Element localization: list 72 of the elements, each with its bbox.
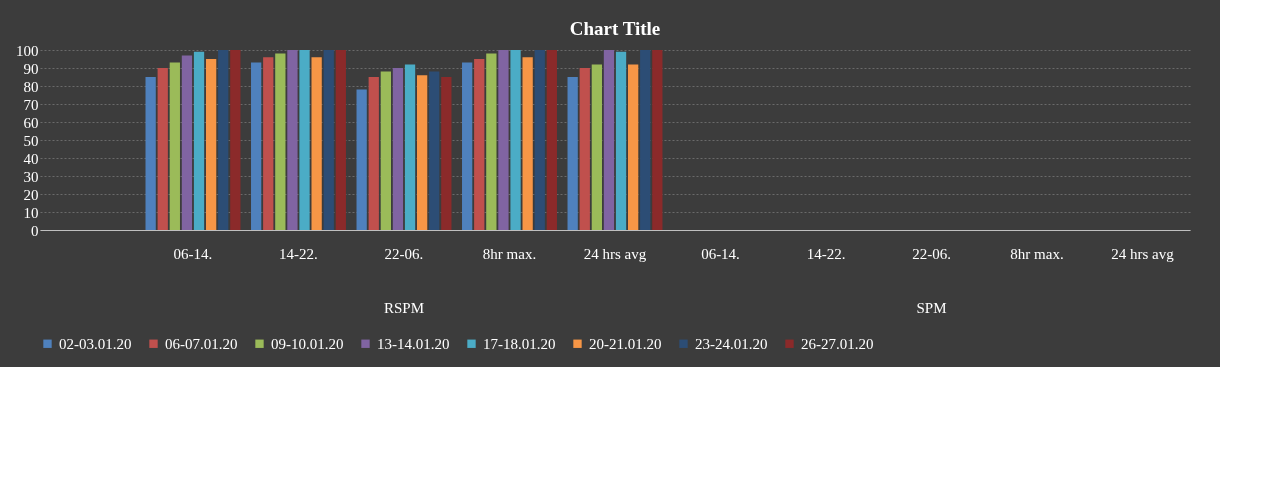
bar [404, 64, 416, 230]
legend-label: 17-18.01.20 [483, 335, 556, 352]
y-tick-label: 40 [23, 150, 39, 167]
bar [567, 77, 578, 230]
bar [498, 50, 509, 230]
bar [603, 50, 615, 230]
y-tick-label: 30 [23, 168, 39, 185]
y-tick-label: 80 [23, 78, 39, 95]
bar [218, 50, 229, 230]
x-tick-label: 24 hrs avg [583, 245, 647, 262]
bar [368, 77, 379, 230]
bar [486, 53, 497, 230]
bar [546, 50, 557, 230]
y-tick-label: 50 [23, 132, 39, 149]
bar [392, 68, 404, 230]
bar [591, 64, 602, 230]
bar [615, 51, 627, 230]
x-tick-label: 24 hrs avg [1111, 245, 1175, 262]
bar [474, 59, 485, 230]
x-tick-label: 06-14. [701, 245, 740, 262]
bar [510, 50, 521, 230]
bar [416, 75, 428, 230]
legend-label: 13-14.01.20 [377, 335, 450, 352]
x-tick-label: 06-14. [173, 245, 213, 262]
bar [380, 71, 391, 230]
bar [230, 50, 241, 230]
bar [429, 71, 440, 230]
legend-label: 06-07.01.20 [165, 335, 238, 352]
y-tick-label: 10 [23, 204, 39, 221]
legend-label: 23-24.01.20 [695, 335, 768, 352]
bar [311, 57, 322, 230]
bar [251, 62, 262, 230]
bar [181, 55, 193, 230]
bar [356, 89, 367, 230]
bar [441, 77, 452, 230]
bar [287, 50, 298, 230]
bar [652, 50, 663, 230]
legend-label: 02-03.01.20 [59, 335, 132, 352]
legend-label: 09-10.01.20 [271, 335, 344, 352]
chart-title: Chart Title [569, 18, 661, 39]
text: RSPM [383, 300, 425, 316]
bar [323, 50, 334, 230]
legend-label: 26-27.01.20 [801, 335, 874, 352]
y-tick-label: 20 [23, 186, 39, 203]
x-tick-label: 14-22. [806, 245, 846, 262]
bar [628, 64, 639, 230]
bar [640, 50, 651, 230]
bar [579, 68, 590, 230]
bar [145, 77, 156, 230]
bar [299, 50, 310, 230]
x-tick-label: 22-06. [912, 245, 951, 262]
bar [275, 53, 286, 230]
bar [169, 62, 180, 230]
y-tick-label: 60 [23, 114, 39, 131]
x-tick-label: 8hr max. [482, 245, 537, 262]
bar [534, 50, 545, 230]
y-tick-label: 100 [16, 42, 39, 59]
bar [462, 62, 473, 230]
x-tick-label: 14-22. [279, 245, 318, 262]
x-tick-label: 8hr max. [1010, 245, 1064, 262]
bar [205, 59, 217, 230]
y-tick-label: 90 [23, 60, 39, 77]
bar [193, 51, 205, 230]
bar [522, 57, 533, 230]
legend-label: 20-21.01.20 [589, 335, 662, 352]
bar [263, 57, 274, 230]
text: SPM [916, 300, 947, 316]
y-tick-label: 0 [31, 222, 39, 239]
x-tick-label: 22-06. [384, 245, 424, 262]
bar [157, 68, 168, 230]
y-tick-label: 70 [23, 96, 39, 113]
bar [335, 50, 346, 230]
